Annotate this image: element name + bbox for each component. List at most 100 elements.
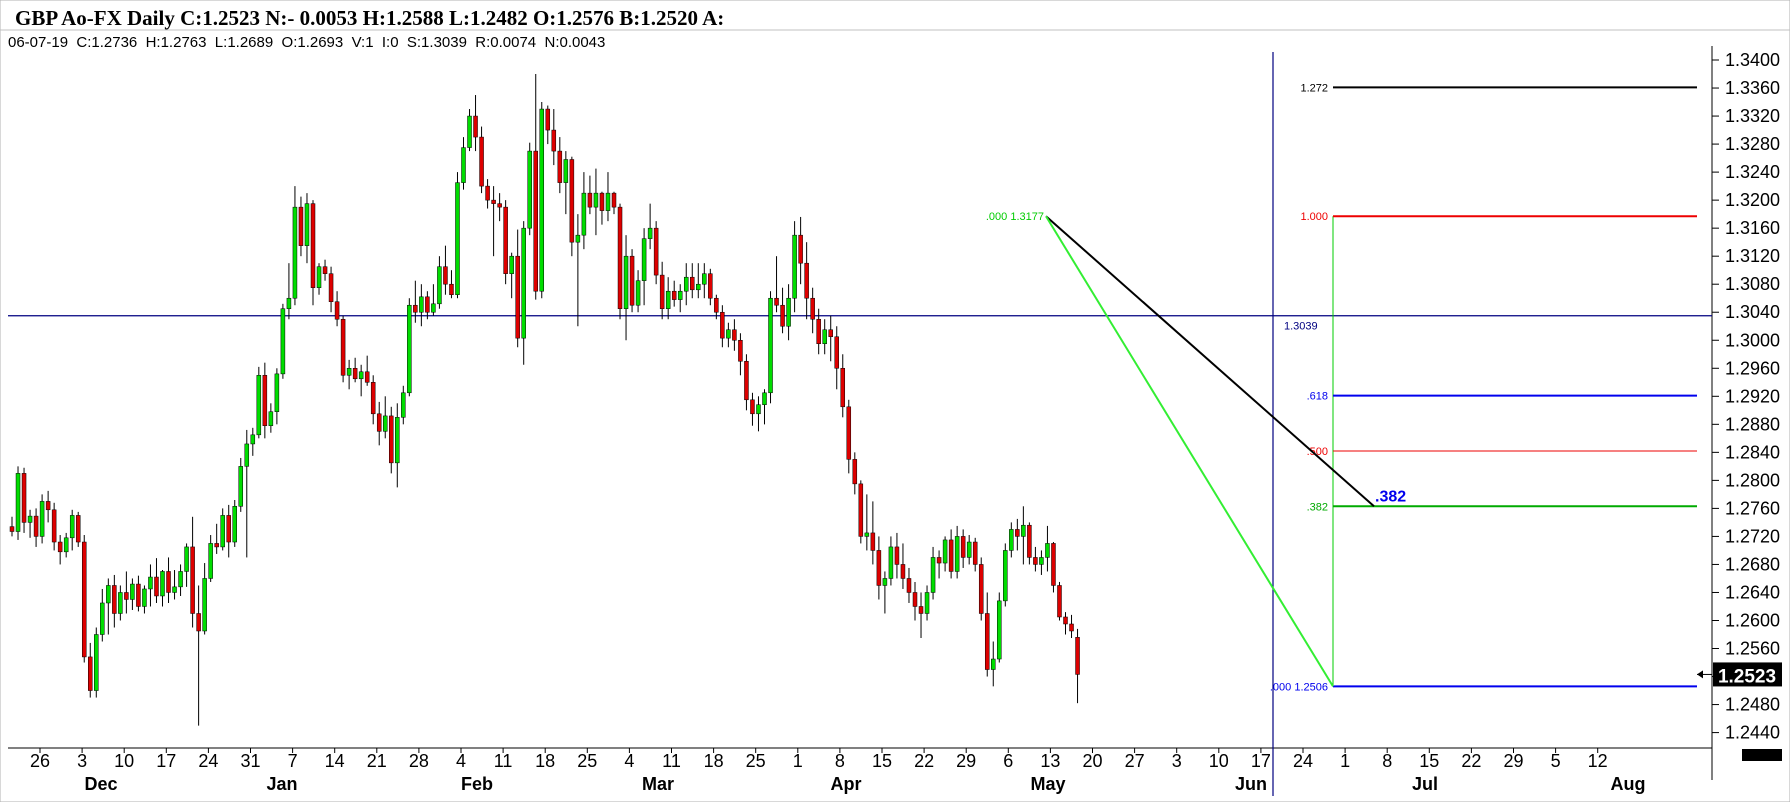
candle-up [172, 586, 177, 593]
candle-down [340, 318, 346, 376]
candle-up [605, 192, 611, 211]
x-day-label: 24 [198, 751, 218, 771]
y-tick-label: 1.2480 [1725, 695, 1780, 715]
candle-down [629, 255, 635, 306]
candle-up [232, 506, 237, 543]
candle-down [659, 274, 665, 309]
x-day-label: 29 [1503, 751, 1523, 771]
x-day-label: 3 [1172, 751, 1182, 771]
x-day-label: 18 [535, 751, 555, 771]
candle-up [942, 539, 948, 564]
candle-down [810, 297, 815, 320]
x-day-label: 21 [367, 751, 387, 771]
candle-down [485, 185, 490, 201]
candle-up [358, 371, 364, 380]
candle-up [100, 602, 105, 635]
x-month-label: Jun [1235, 774, 1267, 794]
candle-up [268, 411, 274, 426]
candle-up [407, 304, 412, 394]
candle-up [395, 417, 400, 464]
candle-up [118, 592, 123, 614]
candle-up [160, 571, 165, 597]
candle-down [858, 483, 864, 537]
candle-up [1009, 529, 1014, 551]
x-day-label: 6 [1003, 751, 1013, 771]
candle-up [130, 583, 135, 600]
candle-down [479, 136, 484, 187]
candle-down [599, 192, 605, 211]
candle-down [262, 375, 268, 426]
candle-down [322, 266, 328, 274]
candle-up [437, 266, 442, 305]
candle-down [1033, 557, 1038, 565]
candle-up [382, 415, 388, 432]
candle-up [63, 537, 69, 553]
x-day-label: 4 [624, 751, 634, 771]
x-day-label: 17 [156, 751, 176, 771]
candle-down [900, 564, 906, 579]
y-tick-label: 1.2880 [1725, 414, 1780, 434]
x-day-label: 8 [835, 751, 845, 771]
x-day-label: 11 [662, 751, 681, 771]
candle-down [617, 206, 623, 309]
fib-high-label: .000 1.3177 [986, 211, 1044, 223]
y-tick-label: 1.2560 [1725, 639, 1780, 659]
candle-up [647, 227, 653, 239]
y-tick-label: 1.2960 [1725, 358, 1780, 378]
candle-down [389, 415, 394, 464]
candle-up [27, 515, 33, 523]
x-month-label: Jul [1412, 774, 1438, 794]
x-day-label: 24 [1293, 751, 1313, 771]
candle-down [876, 550, 882, 586]
x-day-label: 5 [1551, 751, 1561, 771]
candle-up [106, 585, 111, 604]
fib-level-label: 1.000 [1300, 211, 1328, 223]
candle-down [75, 515, 81, 543]
candle-up [467, 115, 472, 148]
candle-up [635, 280, 641, 306]
fib-callout: .382 [1375, 488, 1406, 505]
candle-down [1051, 543, 1056, 586]
last-price-arrowhead [1697, 670, 1703, 679]
candle-down [112, 585, 117, 614]
candle-up [822, 329, 827, 345]
x-day-label: 17 [1251, 751, 1271, 771]
candle-up [641, 238, 647, 281]
candle-down [816, 318, 821, 345]
x-day-label: 10 [114, 751, 134, 771]
candle-down [840, 368, 846, 408]
x-month-label: Aug [1611, 774, 1646, 794]
candle-down [45, 501, 51, 511]
candle-down [1027, 524, 1032, 558]
x-month-label: Apr [831, 774, 862, 794]
candle-up [431, 303, 436, 313]
candle-up [455, 182, 460, 295]
candle-down [587, 192, 593, 208]
candle-down [948, 539, 954, 572]
candle-down [166, 571, 171, 593]
candle-down [298, 206, 304, 246]
candle-down [491, 199, 496, 204]
candle-down [1069, 623, 1074, 632]
candle-down [774, 297, 779, 306]
x-month-label: Feb [461, 774, 493, 794]
candle-up [184, 546, 189, 572]
candle-up [244, 443, 250, 467]
candle-up [292, 206, 298, 299]
x-day-label: 26 [30, 751, 50, 771]
x-day-label: 20 [1082, 751, 1102, 771]
candle-up [401, 392, 406, 418]
candle-down [738, 340, 743, 362]
candle-down [545, 108, 551, 131]
x-day-label: 28 [409, 751, 429, 771]
candle-down [21, 473, 27, 523]
candle-down [984, 613, 990, 670]
candle-down [413, 304, 418, 313]
candle-down [744, 361, 749, 401]
candle-down [1075, 637, 1080, 675]
fib-level-label: 1.272 [1300, 82, 1328, 94]
candle-down [515, 255, 520, 339]
candle-down [214, 543, 219, 548]
candle-down [328, 273, 334, 302]
